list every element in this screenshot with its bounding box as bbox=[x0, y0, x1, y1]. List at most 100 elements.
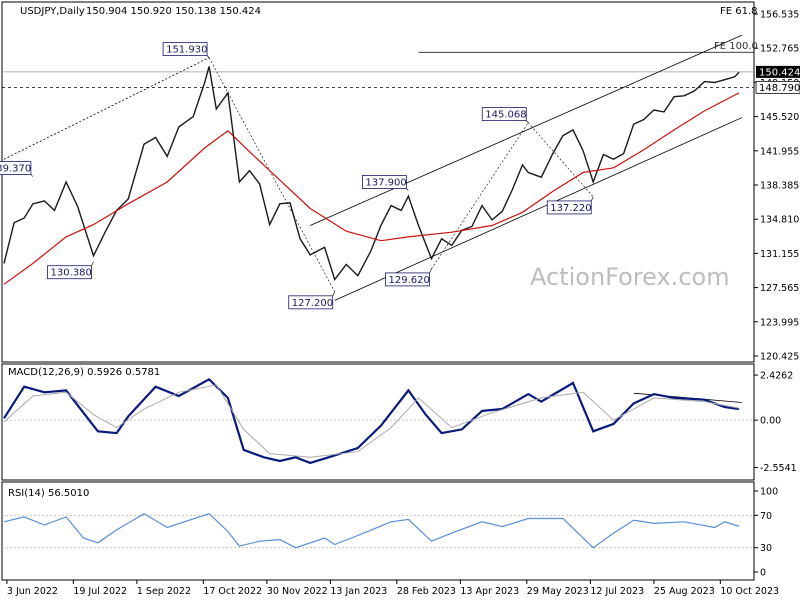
swing-dashed-line bbox=[528, 122, 594, 198]
price-annotation-box bbox=[162, 42, 208, 57]
rsi-series-group bbox=[3, 513, 740, 549]
rsi-y-tick-label: 0 bbox=[760, 568, 766, 579]
price-annotation: 127.200 bbox=[288, 291, 335, 310]
price-annotation-label: 145.068 bbox=[485, 110, 526, 121]
price-annotation-box bbox=[361, 175, 407, 189]
price-annotation-leader bbox=[429, 268, 432, 274]
price-y-tick-label: 123.995 bbox=[760, 317, 799, 328]
price-title: USDJPY,Daily bbox=[20, 6, 85, 17]
x-tick-label: 12 Jul 2023 bbox=[590, 586, 644, 597]
watermark: ActionForex.com bbox=[530, 263, 730, 291]
macd-y-axis: 2.4262 0.00 -2.5541 bbox=[754, 371, 797, 474]
x-axis: 3 Jun 2022 19 Jul 2022 1 Sep 2022 17 Oct 20… bbox=[6, 580, 779, 597]
price-annotation: 130.380 bbox=[47, 261, 94, 280]
fe-61-8-label: FE 61.8 bbox=[720, 6, 758, 17]
channel-lower-line bbox=[334, 117, 743, 301]
rsi-y-axis: 100 70 30 0 bbox=[754, 487, 778, 579]
price-annotation: 137.900 bbox=[361, 175, 409, 191]
price-annotation-box bbox=[481, 107, 527, 122]
x-tick-label: 13 Jan 2023 bbox=[330, 586, 387, 597]
last-price-tag: 150.424 bbox=[756, 65, 800, 78]
last-price-label: 150.424 bbox=[759, 67, 800, 78]
rsi-y-tick-label: 30 bbox=[760, 543, 772, 554]
price-annotations: 139.370 130.380 151.930 127.200 137.900 129.6… bbox=[0, 42, 594, 310]
price-annotation: 151.930 bbox=[162, 42, 210, 58]
price-annotation-leader bbox=[526, 120, 529, 123]
macd-y-tick-label: 0.00 bbox=[760, 416, 781, 427]
price-annotation-label: 139.370 bbox=[0, 164, 31, 175]
rsi-overlays bbox=[2, 514, 754, 549]
level-label: 148.790 bbox=[759, 83, 800, 94]
rsi-y-tick-label: 70 bbox=[760, 511, 772, 522]
price-y-tick-label: 152.765 bbox=[760, 44, 799, 55]
x-tick-label: 25 Aug 2023 bbox=[654, 586, 715, 597]
price-y-tick-label: 138.385 bbox=[760, 181, 799, 192]
rsi-panel-frame bbox=[1, 481, 755, 581]
price-annotation-leader bbox=[91, 261, 94, 266]
fe-100-label: FE 100.0 bbox=[714, 41, 758, 52]
last-price-box bbox=[756, 65, 800, 78]
price-series-price bbox=[3, 66, 740, 281]
price-y-tick-label: 120.425 bbox=[760, 352, 799, 363]
x-tick-label: 10 Oct 2023 bbox=[720, 586, 779, 597]
macd-title: MACD(12,26,9) 0.5926 0.5781 bbox=[8, 367, 160, 378]
price-y-tick-label: 145.520 bbox=[760, 112, 799, 123]
macd-series-macd bbox=[3, 377, 740, 465]
price-series-ma bbox=[3, 92, 740, 285]
x-tick-label: 30 Nov 2022 bbox=[267, 586, 328, 597]
x-tick-label: 13 Apr 2023 bbox=[460, 586, 519, 597]
price-y-tick-label: 134.810 bbox=[760, 215, 799, 226]
x-tick-label: 1 Sep 2022 bbox=[137, 586, 191, 597]
rsi-panel: RSI(14) 56.5010 100 70 30 0 bbox=[1, 481, 778, 581]
price-y-tick-label: 141.955 bbox=[760, 146, 799, 157]
rsi-series-rsi bbox=[3, 513, 740, 549]
x-tick-label: 28 Feb 2023 bbox=[397, 586, 456, 597]
x-tick-label: 19 Jul 2022 bbox=[73, 586, 127, 597]
price-annotation: 145.068 bbox=[481, 107, 529, 123]
macd-y-tick-label: -2.5541 bbox=[760, 463, 797, 474]
x-tick-label: 29 May 2023 bbox=[527, 586, 589, 597]
price-annotation-label: 127.200 bbox=[292, 298, 333, 309]
price-annotation-box bbox=[47, 265, 92, 280]
macd-series-signal bbox=[3, 384, 740, 458]
rsi-title: RSI(14) 56.5010 bbox=[8, 488, 89, 499]
swing-dashed-line bbox=[431, 122, 529, 270]
macd-panel: MACD(12,26,9) 0.5926 0.5781 2.4262 0.00 -2… bbox=[1, 363, 797, 481]
price-annotation-leader bbox=[206, 55, 210, 58]
x-tick-label: 17 Oct 2022 bbox=[203, 586, 262, 597]
price-series-group bbox=[3, 66, 740, 285]
price-annotation-leader bbox=[590, 196, 594, 202]
price-annotation-box bbox=[0, 161, 32, 175]
price-annotation-box bbox=[385, 272, 430, 287]
price-annotation-label: 137.900 bbox=[365, 177, 406, 188]
macd-y-tick-label: 2.4262 bbox=[760, 371, 793, 382]
price-overlays bbox=[2, 34, 754, 301]
channel-upper-line bbox=[310, 34, 743, 226]
price-annotation-leader bbox=[30, 174, 34, 177]
price-annotation-leader bbox=[332, 291, 335, 296]
price-y-tick-label: 131.155 bbox=[760, 249, 799, 260]
rsi-y-tick-label: 100 bbox=[760, 487, 778, 498]
price-annotation-label: 129.620 bbox=[388, 275, 429, 286]
price-annotation-label: 151.930 bbox=[166, 45, 207, 56]
price-panel: FE 61.8 USDJPY,Daily 150.904 150.920 150… bbox=[0, 1, 800, 363]
level-line-tag: 148.790 bbox=[755, 80, 800, 94]
price-annotation: 137.220 bbox=[546, 196, 594, 215]
level-box bbox=[755, 80, 800, 94]
price-annotation-box bbox=[288, 295, 334, 310]
price-y-tick-label: 127.565 bbox=[760, 283, 799, 294]
macd-panel-frame bbox=[1, 363, 755, 481]
price-annotation-leader bbox=[406, 188, 409, 191]
price-annotation-label: 130.380 bbox=[51, 268, 92, 279]
x-tick-label: 3 Jun 2022 bbox=[7, 586, 58, 597]
price-annotation-box bbox=[546, 200, 592, 215]
price-annotation: 129.620 bbox=[385, 268, 432, 287]
price-y-tick-label: 156.535 bbox=[760, 10, 799, 21]
price-annotation: 139.370 bbox=[0, 161, 34, 177]
ohlc-label: 150.904 150.920 150.138 150.424 bbox=[86, 6, 261, 17]
price-annotation-label: 137.220 bbox=[550, 203, 591, 214]
macd-series-group bbox=[3, 377, 740, 465]
price-panel-frame bbox=[1, 1, 755, 363]
